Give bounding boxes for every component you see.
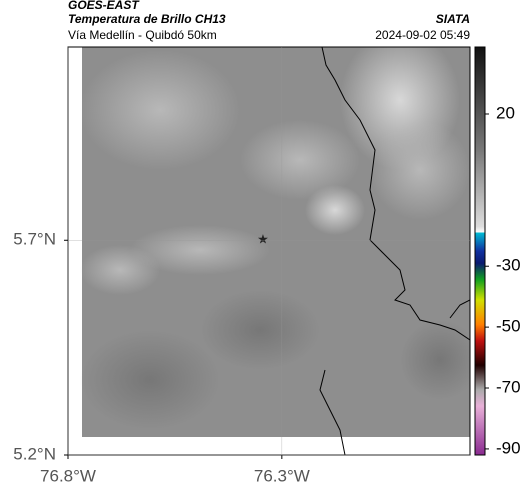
colorbar-tick-label: -90 xyxy=(496,438,521,457)
y-tick-label: 5.7°N xyxy=(13,230,56,249)
colorbar xyxy=(474,46,486,456)
timestamp: 2024-09-02 05:49 xyxy=(375,28,470,42)
satellite-image xyxy=(68,47,470,455)
agency: SIATA xyxy=(436,12,470,26)
colorbar-tick-label: -30 xyxy=(496,256,521,275)
route-title: Vía Medellín - Quibdó 50km xyxy=(68,28,217,42)
y-tick-label: 5.2°N xyxy=(13,444,56,463)
colorbar-tick-label: -50 xyxy=(496,317,521,336)
colorbar-tick-label: 20 xyxy=(496,103,515,122)
colorbar-tick-label: -70 xyxy=(496,377,521,396)
product-title: Temperatura de Brillo CH13 xyxy=(68,12,226,26)
x-tick-label: 76.8°W xyxy=(40,466,96,485)
location-marker: ★ xyxy=(257,231,269,246)
x-tick-label: 76.3°W xyxy=(254,466,310,485)
source-title: GOES-EAST xyxy=(68,0,140,12)
